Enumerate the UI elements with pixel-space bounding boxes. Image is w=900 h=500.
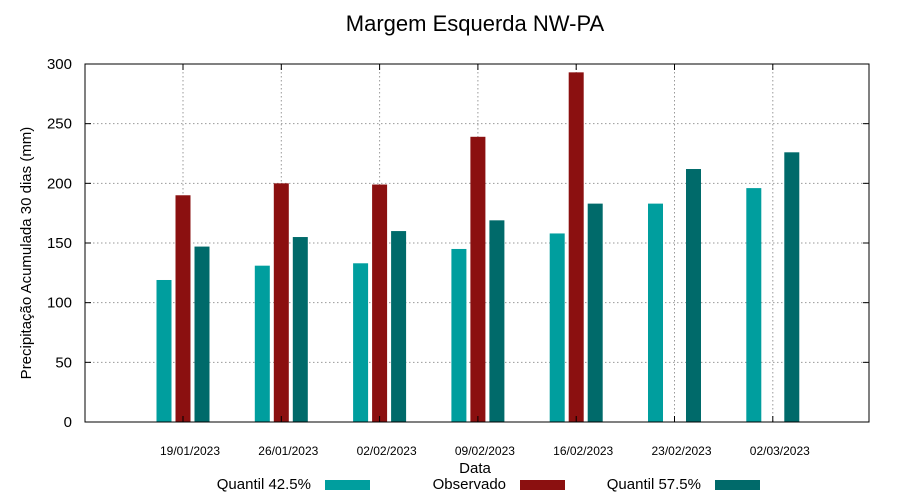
x-axis-label: Data (459, 460, 491, 477)
y-tick-label: 300 (47, 56, 72, 73)
y-axis-label: Precipitação Acumulada 30 dias (mm) (18, 127, 35, 380)
x-tick-label: 16/02/2023 (553, 444, 613, 458)
y-tick-label: 100 (47, 295, 72, 312)
legend-swatch (520, 480, 565, 490)
bar-quantil-42-5--3 (451, 248, 467, 422)
y-axis-ticks: 0 50 100 150 200 250 300 (47, 56, 869, 431)
legend-swatch (325, 480, 370, 490)
bar-quantil-57-5--3 (489, 220, 505, 422)
bar-quantil-57-5--1 (292, 237, 308, 422)
legend-label: Quantil 57.5% (607, 476, 701, 493)
legend-swatch (715, 480, 760, 490)
y-tick-label: 50 (55, 354, 72, 371)
x-tick-label: 02/03/2023 (750, 444, 810, 458)
bar-quantil-57-5--4 (587, 203, 603, 422)
bar-quantil-57-5--0 (194, 246, 210, 422)
legend: Quantil 42.5% Observado Quantil 57.5% (217, 476, 760, 493)
bar-observado-2 (372, 184, 388, 422)
bar-quantil-57-5--6 (784, 152, 800, 422)
x-tick-label: 02/02/2023 (357, 444, 417, 458)
bars (156, 72, 800, 422)
bar-quantil-42-5--4 (549, 233, 565, 422)
bar-quantil-42-5--1 (254, 265, 270, 422)
legend-label: Observado (433, 476, 506, 493)
bar-quantil-42-5--6 (746, 188, 762, 422)
y-tick-label: 150 (47, 235, 72, 252)
legend-label: Quantil 42.5% (217, 476, 311, 493)
bar-observado-3 (470, 136, 486, 422)
x-tick-label: 19/01/2023 (160, 444, 220, 458)
bar-observado-4 (568, 72, 584, 422)
bar-quantil-42-5--2 (353, 263, 369, 422)
y-tick-label: 0 (64, 414, 72, 431)
chart-title: Margem Esquerda NW-PA (346, 11, 605, 36)
x-tick-label: 09/02/2023 (455, 444, 515, 458)
bar-observado-0 (175, 195, 191, 422)
y-tick-label: 250 (47, 116, 72, 133)
x-tick-label: 26/01/2023 (258, 444, 318, 458)
bar-quantil-57-5--5 (686, 169, 701, 422)
bar-quantil-57-5--2 (391, 231, 407, 422)
y-tick-label: 200 (47, 175, 72, 192)
bar-quantil-42-5--0 (156, 279, 172, 422)
x-axis-ticks: 19/01/2023 26/01/2023 02/02/2023 09/02/2023… (160, 64, 810, 458)
x-tick-label: 23/02/2023 (651, 444, 711, 458)
bar-quantil-42-5--5 (648, 203, 663, 422)
bar-observado-1 (273, 183, 289, 422)
